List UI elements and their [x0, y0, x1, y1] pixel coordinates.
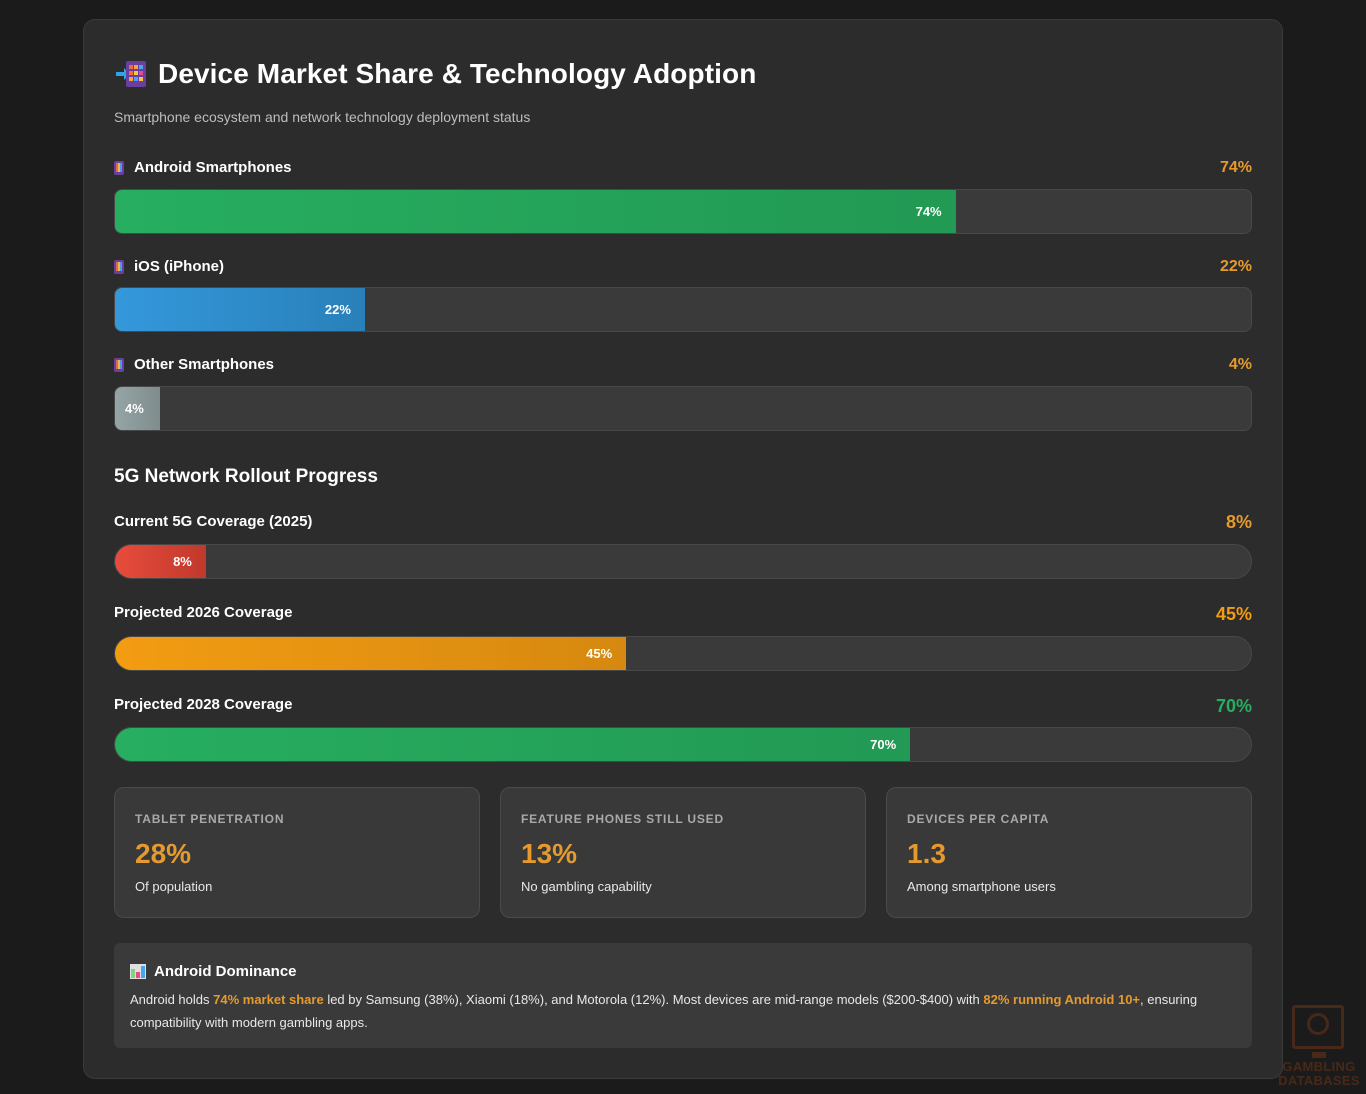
page-title: Device Market Share & Technology Adoptio…	[158, 58, 757, 89]
coverage-2028-bar-label: 70%	[870, 737, 897, 752]
watermark-text: GAMBLING DATABASES	[1272, 1060, 1366, 1088]
note-body: Android holds 74% market share led by Sa…	[130, 988, 1230, 1034]
rollout-heading: 5G Network Rollout Progress	[114, 466, 378, 487]
other-value: 4%	[1228, 356, 1252, 373]
note-title-text: Android Dominance	[154, 963, 297, 980]
note-text: Android holds	[130, 992, 214, 1007]
other-label-text: Other Smartphones	[134, 356, 275, 373]
other-progress-fill: 4%	[115, 387, 161, 430]
bar-chart-icon	[130, 964, 146, 979]
coverage-2028-label: Projected 2028 Coverage	[114, 696, 293, 713]
coverage-2026-progress-bar: 45%	[114, 636, 1252, 671]
stat-card-tablet: TABLET PENETRATION 28% Of population	[114, 787, 480, 918]
note-title: Android Dominance	[130, 963, 297, 980]
coverage-2026-value: 45%	[1215, 604, 1252, 624]
coverage-2026-bar-label: 45%	[586, 646, 613, 661]
ios-label: iOS (iPhone)	[114, 258, 224, 275]
watermark-line-2: DATABASES	[1278, 1073, 1360, 1088]
other-label: Other Smartphones	[114, 356, 274, 373]
main-card: Device Market Share & Technology Adoptio…	[83, 19, 1283, 1079]
android-label: Android Smartphones	[114, 159, 292, 176]
monitor-icon	[1292, 1005, 1344, 1049]
ios-progress-fill: 22%	[115, 288, 365, 331]
stat-value: 1.3	[907, 838, 946, 869]
stat-value: 28%	[135, 838, 192, 869]
stat-value: 13%	[521, 838, 578, 869]
android-bar-label: 74%	[915, 204, 942, 219]
page-header: Device Market Share & Technology Adoptio…	[114, 58, 756, 90]
ios-progress-bar: 22%	[114, 287, 1252, 332]
android-progress-fill: 74%	[115, 190, 956, 233]
coverage-2025-value: 8%	[1225, 512, 1252, 532]
ios-value: 22%	[1219, 258, 1252, 275]
mobile-phone-icon	[114, 259, 124, 274]
android-value: 74%	[1219, 159, 1252, 176]
note-text: , ensuring compatibility with modern gam…	[130, 992, 1198, 1030]
stat-description: No gambling capability	[521, 879, 652, 894]
coverage-2026-label: Projected 2026 Coverage	[114, 604, 293, 621]
other-progress-bar: 4%	[114, 386, 1252, 431]
poker-chip-icon	[1307, 1013, 1329, 1035]
ios-bar-label: 22%	[324, 302, 351, 317]
stat-card-feature-phones: FEATURE PHONES STILL USED 13% No gamblin…	[500, 787, 866, 918]
note-highlight: 82% running Android 10+	[983, 992, 1141, 1007]
mobile-phone-icon	[114, 357, 124, 372]
coverage-2025-bar-label: 8%	[173, 554, 192, 569]
android-progress-bar: 74%	[114, 189, 1252, 234]
coverage-2025-progress-bar: 8%	[114, 544, 1252, 579]
stat-label: FEATURE PHONES STILL USED	[521, 812, 724, 826]
watermark-logo: GAMBLING DATABASES	[1272, 1000, 1366, 1094]
coverage-2026-progress-fill: 45%	[115, 637, 627, 670]
mobile-arrow-icon	[114, 59, 148, 89]
coverage-2028-value: 70%	[1215, 696, 1252, 716]
stat-description: Among smartphone users	[907, 879, 1056, 894]
coverage-2028-progress-bar: 70%	[114, 727, 1252, 762]
android-dominance-note: Android Dominance Android holds 74% mark…	[114, 943, 1252, 1048]
coverage-2025-label: Current 5G Coverage (2025)	[114, 513, 313, 530]
ios-label-text: iOS (iPhone)	[134, 258, 224, 275]
stat-description: Of population	[135, 879, 213, 894]
monitor-stand	[1312, 1052, 1326, 1058]
note-text: led by Samsung (38%), Xiaomi (18%), and …	[323, 992, 984, 1007]
page-subtitle: Smartphone ecosystem and network technol…	[114, 109, 531, 125]
coverage-2025-progress-fill: 8%	[115, 545, 206, 578]
watermark-line-1: GAMBLING	[1282, 1059, 1356, 1074]
stat-label: DEVICES PER CAPITA	[907, 812, 1050, 826]
mobile-phone-icon	[114, 160, 124, 175]
note-highlight: 74% market share	[213, 992, 324, 1007]
stat-card-devices-per-capita: DEVICES PER CAPITA 1.3 Among smartphone …	[886, 787, 1252, 918]
coverage-2028-progress-fill: 70%	[115, 728, 911, 761]
other-bar-label: 4%	[125, 401, 144, 416]
android-label-text: Android Smartphones	[134, 159, 292, 176]
stat-label: TABLET PENETRATION	[135, 812, 285, 826]
